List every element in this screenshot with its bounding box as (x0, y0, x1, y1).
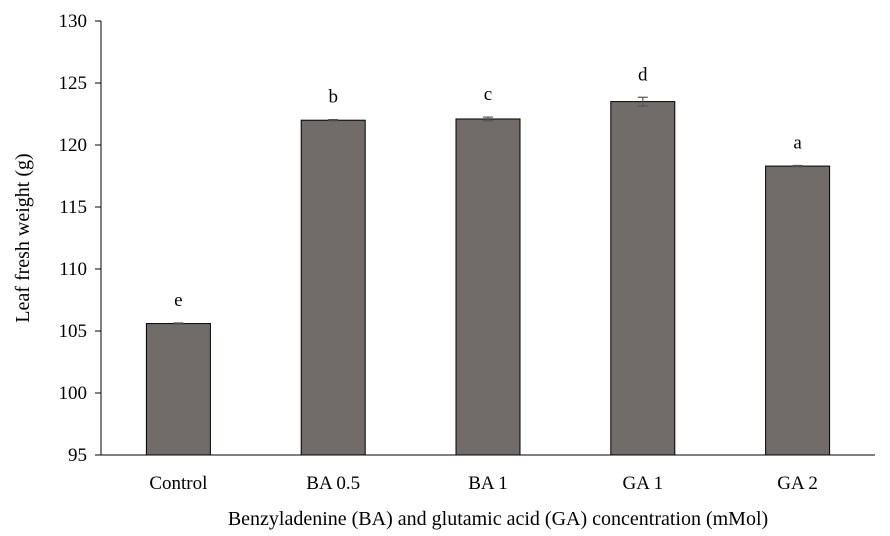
x-tick-label: BA 1 (468, 473, 508, 494)
significance-letter: b (328, 87, 338, 108)
y-tick-label: 100 (59, 383, 88, 404)
bars (145, 101, 831, 456)
bar (765, 165, 831, 456)
y-axis-ticks: 95 100 105 110 115 120 125 130 (59, 11, 101, 466)
bar (455, 118, 521, 456)
y-tick-label: 125 (59, 73, 88, 94)
y-axis-title: Leaf fresh weight (g) (12, 153, 34, 322)
x-tick-label: Control (149, 473, 207, 494)
bar (145, 323, 211, 456)
y-tick-label: 110 (59, 259, 87, 280)
significance-labels: e b c d a (174, 64, 802, 311)
error-bars (173, 96, 803, 325)
error-bar (792, 164, 803, 168)
error-bar (328, 118, 339, 122)
y-tick-label: 95 (68, 445, 87, 466)
bar (300, 119, 366, 456)
y-tick-label: 130 (59, 11, 88, 32)
error-bar (173, 322, 184, 325)
bar (610, 101, 676, 456)
x-axis-title: Benzyladenine (BA) and glutamic acid (GA… (228, 508, 768, 530)
y-tick-label: 105 (59, 321, 88, 342)
y-tick-label: 115 (59, 197, 87, 218)
x-axis-ticks: Control BA 0.5 BA 1 GA 1 GA 2 (149, 473, 818, 494)
significance-letter: a (793, 132, 802, 153)
x-tick-label: GA 1 (622, 473, 663, 494)
x-tick-label: GA 2 (777, 473, 818, 494)
error-bar (483, 116, 493, 122)
significance-letter: e (174, 290, 182, 311)
significance-letter: c (484, 84, 492, 105)
y-tick-label: 120 (59, 135, 88, 156)
significance-letter: d (638, 64, 648, 85)
error-bar (637, 96, 648, 107)
x-tick-label: BA 0.5 (306, 473, 360, 494)
